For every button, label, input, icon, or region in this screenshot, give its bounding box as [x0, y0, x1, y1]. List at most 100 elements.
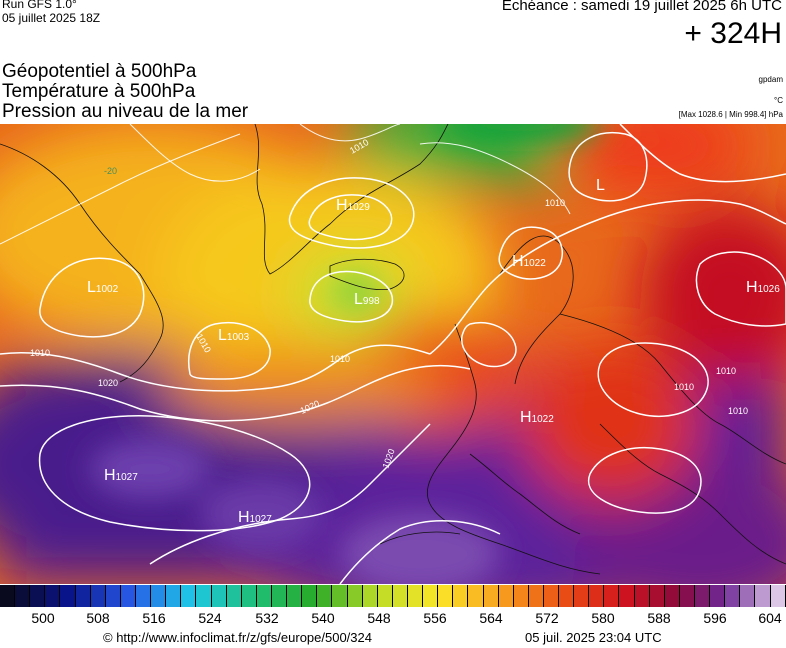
colorbar-swatch — [75, 585, 91, 607]
colorbar-tick: 516 — [142, 610, 166, 626]
colorbar-swatch — [362, 585, 378, 607]
colorbar-tick: 588 — [647, 610, 671, 626]
colorbar-swatch — [377, 585, 393, 607]
colorbar-swatch — [407, 585, 424, 607]
colorbar-tick-labels: 500 508 516 524 532 540 548 556 564 572 … — [0, 610, 786, 628]
unit-temperature: °C — [774, 96, 783, 105]
high-pressure-center: H1027 — [104, 467, 138, 484]
colorbar-swatch — [256, 585, 272, 607]
colorbar-swatch — [679, 585, 696, 607]
colorbar-swatch — [271, 585, 288, 607]
high-pressure-center: H1022 — [512, 253, 546, 270]
colorbar-swatch — [559, 585, 575, 607]
colorbar-swatch — [695, 585, 711, 607]
colorbar-swatch — [226, 585, 242, 607]
isobar-label: 1010 — [330, 354, 350, 364]
colorbar-swatch — [105, 585, 121, 607]
colorbar-tick: 508 — [86, 610, 110, 626]
colorbar-swatch — [770, 585, 786, 607]
colorbar-tick: 564 — [479, 610, 503, 626]
colorbar-tick: 500 — [31, 610, 55, 626]
colorbar-tick: 540 — [311, 610, 335, 626]
colorbar-tick: 604 — [758, 610, 782, 626]
colorbar-swatch — [135, 585, 152, 607]
colorbar-swatch — [513, 585, 529, 607]
colorbar-swatch — [287, 585, 303, 607]
colorbar-swatch — [45, 585, 61, 607]
colorbar-swatch — [15, 585, 31, 607]
colorbar-swatch — [90, 585, 106, 607]
colorbar-swatch — [740, 585, 756, 607]
colorbar-swatch — [725, 585, 741, 607]
colorbar-swatch — [196, 585, 212, 607]
colorbar — [0, 585, 786, 607]
colorbar-swatch — [438, 585, 454, 607]
low-pressure-center: L1003 — [218, 327, 250, 344]
colorbar-swatch — [574, 585, 590, 607]
low-pressure-center: L — [596, 177, 605, 194]
generation-timestamp: 05 juil. 2025 23:04 UTC — [525, 630, 662, 645]
source-credit: © http://www.infoclimat.fr/z/gfs/europe/… — [103, 630, 372, 645]
param-temperature: Température à 500hPa — [2, 81, 196, 102]
map-canvas: 1010 1010 1010 1020 1020 1020 1010 1010 … — [0, 124, 786, 584]
low-pressure-center: L1002 — [87, 279, 119, 296]
isobar-labels: 1010 1010 1010 1020 1020 1020 1010 1010 … — [30, 137, 748, 470]
param-pressure: Pression au niveau de la mer — [2, 101, 249, 122]
isobar-label: 1010 — [716, 366, 736, 376]
colorbar-swatch — [151, 585, 167, 607]
colorbar-swatch — [302, 585, 318, 607]
colorbar-tick: 532 — [255, 610, 279, 626]
colorbar-swatch — [181, 585, 197, 607]
high-pressure-center: H1022 — [520, 409, 554, 426]
colorbar-swatch — [468, 585, 484, 607]
colorbar-swatch — [332, 585, 348, 607]
colorbar-tick: 572 — [535, 610, 559, 626]
colorbar-swatch — [543, 585, 560, 607]
geopotential-field — [0, 124, 786, 584]
high-pressure-center: H1026 — [746, 279, 780, 296]
lead-time: + 324H — [684, 17, 782, 50]
colorbar-swatch — [453, 585, 469, 607]
colorbar-swatch — [589, 585, 605, 607]
colorbar-swatch — [619, 585, 635, 607]
colorbar-tick: 548 — [367, 610, 391, 626]
weather-map: 1010 1010 1010 1020 1020 1020 1010 1010 … — [0, 124, 786, 584]
run-title: Run GFS 1.0° — [2, 0, 77, 11]
pressure-centers: H1029 L998 L1002 L1003 H1022 H1026 H1022… — [87, 177, 780, 526]
low-pressure-center: L998 — [354, 291, 380, 308]
colorbar-tick: 556 — [423, 610, 447, 626]
isobar-label: 1020 — [98, 378, 118, 388]
colorbar-swatch — [60, 585, 76, 607]
colorbar-swatch — [241, 585, 257, 607]
colorbar-swatch — [755, 585, 771, 607]
colorbar-swatch — [483, 585, 499, 607]
colorbar-swatch — [710, 585, 726, 607]
colorbar-swatch — [664, 585, 680, 607]
colorbar-tick: 524 — [198, 610, 222, 626]
isobars — [0, 124, 786, 584]
unit-pressure: [Max 1028.6 | Min 998.4] hPa — [678, 110, 783, 119]
colorbar-swatch — [30, 585, 46, 607]
valid-time: Echéance : samedi 19 juillet 2025 6h UTC — [501, 0, 782, 14]
colorbar-swatch — [120, 585, 136, 607]
colorbar-swatch — [211, 585, 227, 607]
isobar-label: 1010 — [30, 348, 50, 358]
isobar-label: 1010 — [674, 382, 694, 392]
colorbar-swatch — [347, 585, 363, 607]
isobar-label: 1010 — [545, 198, 565, 208]
temperature-label: -20 — [104, 166, 117, 176]
colorbar-swatch — [528, 585, 544, 607]
param-geopotential: Géopotentiel à 500hPa — [2, 61, 197, 82]
colorbar-swatch — [317, 585, 333, 607]
colorbar-tick: 580 — [591, 610, 615, 626]
colorbar-swatch — [634, 585, 650, 607]
colorbar-swatch — [166, 585, 182, 607]
colorbar-swatch — [0, 585, 16, 607]
run-date: 05 juillet 2025 18Z — [2, 11, 101, 25]
colorbar-swatch — [649, 585, 665, 607]
colorbar-tick: 596 — [703, 610, 727, 626]
colorbar-swatch — [392, 585, 408, 607]
colorbar-swatch — [498, 585, 514, 607]
colorbar-swatch — [423, 585, 439, 607]
colorbar-swatch — [604, 585, 620, 607]
